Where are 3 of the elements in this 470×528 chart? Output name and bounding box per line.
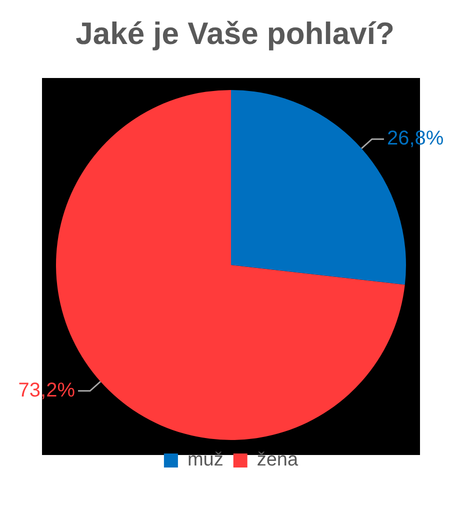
chart-title: Jaké je Vaše pohlaví? [74,16,396,52]
legend-label: muž [187,450,224,471]
legend-label: žena [256,450,298,471]
